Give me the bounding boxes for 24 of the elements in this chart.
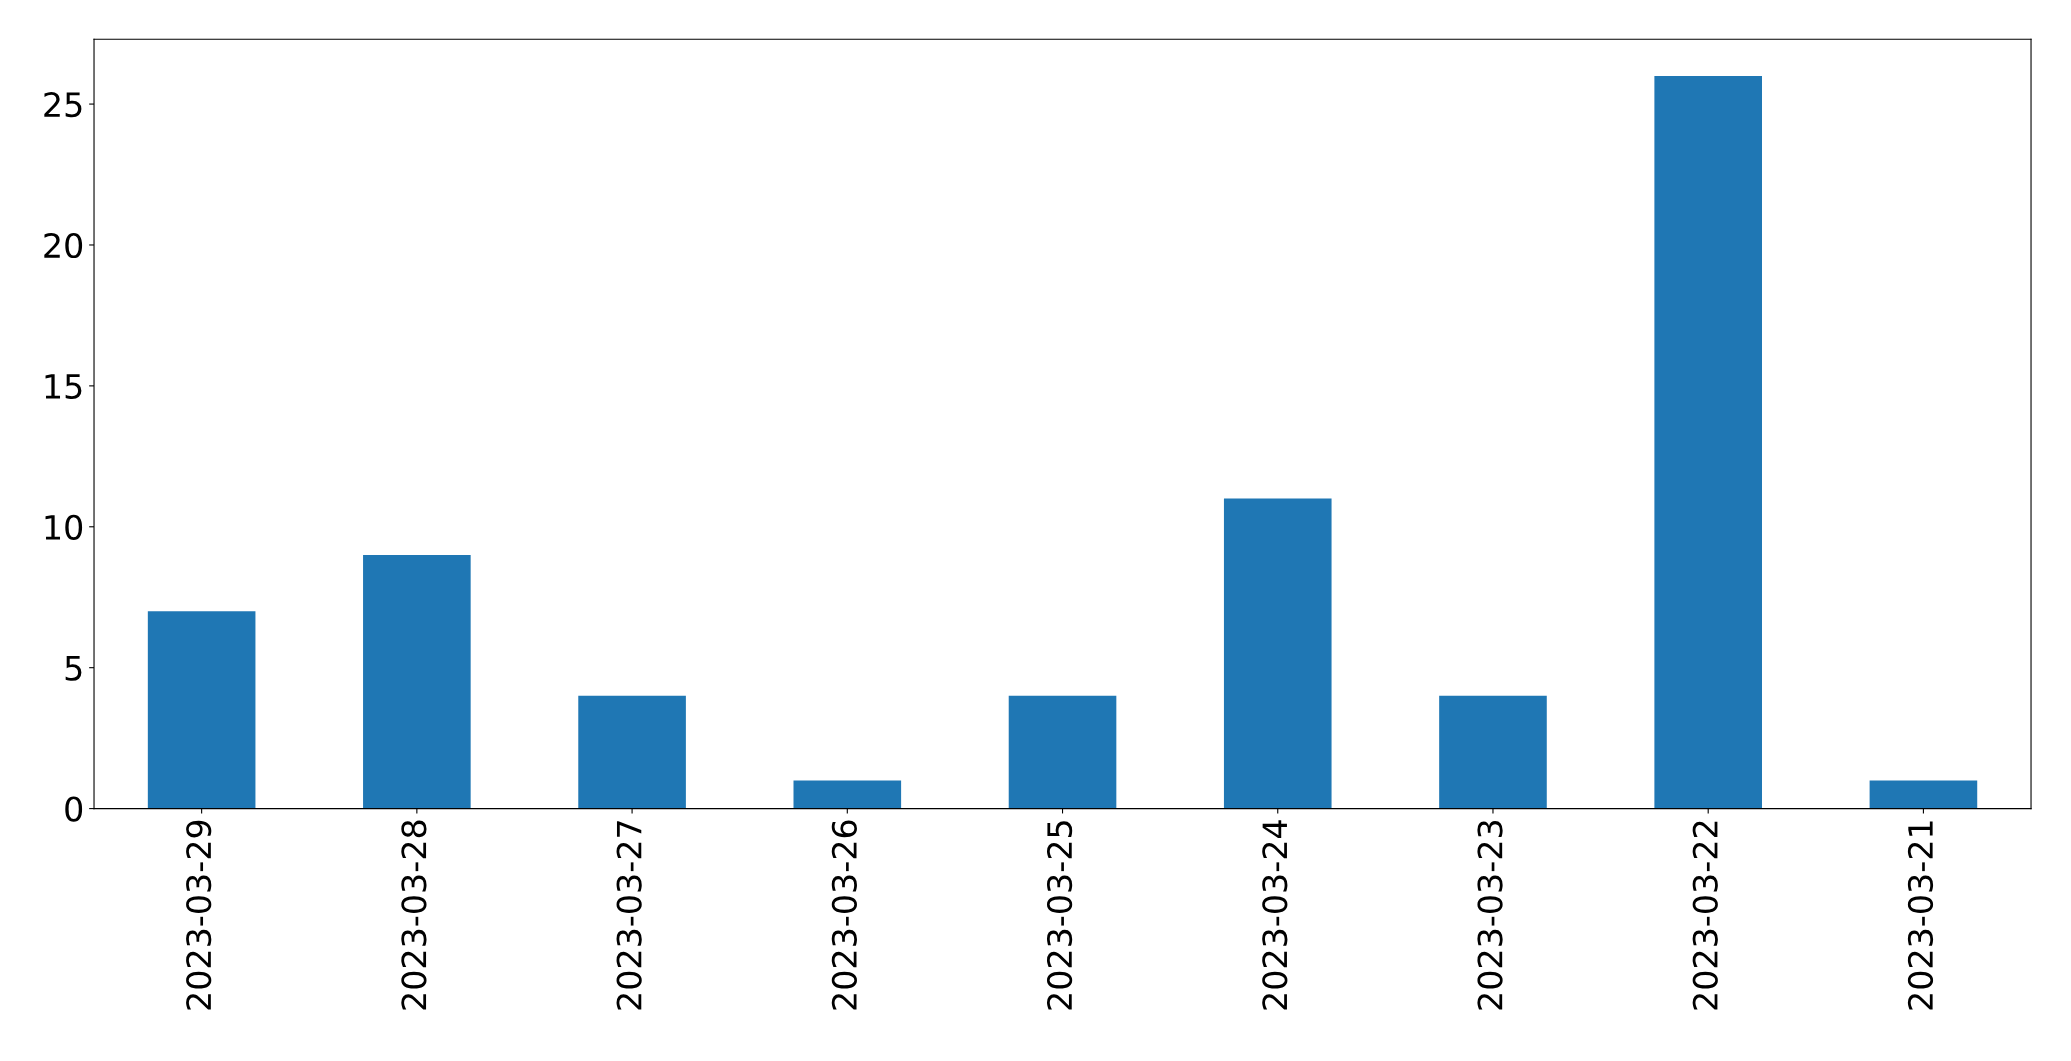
x-tick-label: 2023-03-26 [831, 820, 857, 1010]
bar [1869, 780, 1978, 809]
x-tick-label: 2023-03-21 [1907, 821, 1934, 1010]
x-tick-label: 2023-03-24 [1262, 820, 1288, 1010]
x-tick-label: 2023-03-27 [616, 821, 642, 1010]
bar [793, 780, 902, 809]
y-tick-label: 5 [65, 656, 82, 681]
bar [1654, 75, 1762, 809]
x-tick-label: 2023-03-22 [1692, 821, 1718, 1010]
x-tick-label: 2023-03-28 [401, 820, 427, 1010]
y-tick-label: 0 [65, 796, 83, 822]
y-tick-label: 15 [45, 374, 82, 400]
bar [578, 695, 686, 809]
bar [1439, 695, 1547, 809]
y-tick-label: 10 [45, 514, 83, 540]
bar [1008, 695, 1117, 809]
x-tick-label: 2023-03-29 [186, 820, 212, 1010]
y-tick-label: 25 [44, 92, 82, 118]
bar [363, 554, 471, 809]
bar [147, 611, 256, 809]
y-tick-label: 20 [44, 232, 83, 259]
x-tick-label: 2023-03-25 [1046, 821, 1073, 1010]
bar [1223, 498, 1332, 809]
x-tick-label: 2023-03-23 [1477, 820, 1503, 1010]
